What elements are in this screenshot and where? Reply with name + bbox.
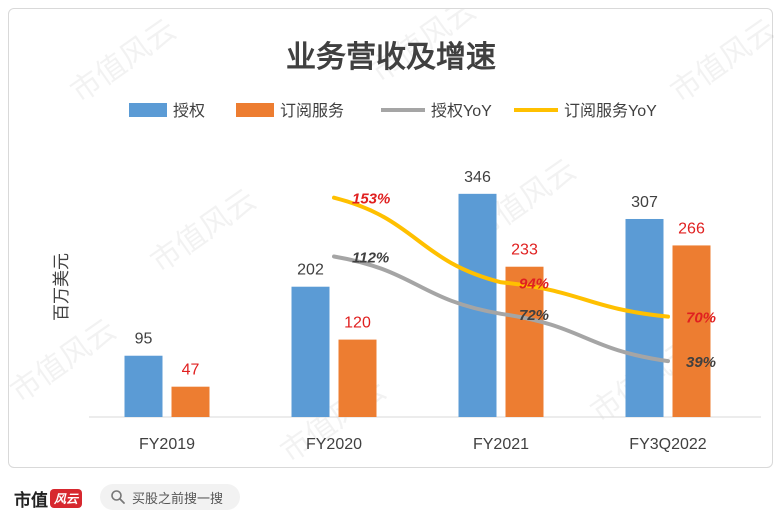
chart-frame: 市值风云市值风云市值风云市值风云市值风云市值风云市值风云市值风云 业务营收及增速… xyxy=(8,8,774,469)
legend-item: 订阅服务 xyxy=(236,102,344,120)
x-tick-labels: FY2019 FY2020 FY2021 FY3Q2022 xyxy=(139,436,707,453)
brand-logo: 市值 风云 xyxy=(14,486,83,510)
legend-swatch xyxy=(129,103,167,117)
legend: 授权 订阅服务 授权YoY 订阅服务YoY xyxy=(129,102,657,120)
bar xyxy=(291,286,330,417)
bar xyxy=(124,355,163,417)
x-tick-label: FY3Q2022 xyxy=(629,436,706,453)
bar-value-label: 202 xyxy=(297,262,324,279)
line-value-label: 72% xyxy=(519,307,549,324)
watermark-text: 市值风云 xyxy=(9,312,123,409)
x-tick-label: FY2021 xyxy=(473,436,529,453)
legend-item: 订阅服务YoY xyxy=(514,102,657,120)
x-tick-label: FY2020 xyxy=(306,436,362,453)
bar xyxy=(505,266,544,417)
bar-value-label: 120 xyxy=(344,315,371,332)
search-box[interactable]: 买股之前搜一搜 xyxy=(100,484,240,510)
line-value-label: 39% xyxy=(686,354,716,371)
chart: 市值风云市值风云市值风云市值风云市值风云市值风云市值风云市值风云 业务营收及增速… xyxy=(9,9,774,469)
legend-swatch xyxy=(236,103,274,117)
x-tick-label: FY2019 xyxy=(139,436,195,453)
legend-label: 授权YoY xyxy=(431,102,492,120)
data-labels: 95 202 346 307 47 120 233 266 112% 72% 39% 153% 94% 7… xyxy=(135,169,716,379)
search-placeholder: 买股之前搜一搜 xyxy=(132,490,224,506)
series-line xyxy=(332,254,670,364)
bar xyxy=(338,339,377,417)
chart-title: 业务营收及增速 xyxy=(286,41,496,74)
bar-value-label: 47 xyxy=(182,362,200,379)
bar-value-label: 95 xyxy=(135,331,153,348)
bar-value-label: 266 xyxy=(678,220,705,237)
watermark-text: 市值风云 xyxy=(664,12,774,109)
bar-value-label: 346 xyxy=(464,169,491,186)
legend-item: 授权YoY xyxy=(381,102,492,120)
lines xyxy=(332,195,670,364)
legend-item: 授权 xyxy=(129,102,205,120)
brand-name: 市值 xyxy=(14,490,48,510)
line-value-label: 70% xyxy=(686,310,716,327)
legend-label: 授权 xyxy=(173,102,205,120)
bar xyxy=(171,386,210,417)
y-axis-label: 百万美元 xyxy=(52,253,71,321)
watermark-text: 市值风云 xyxy=(144,182,262,279)
bar xyxy=(672,245,711,417)
brand-mark: 风云 xyxy=(50,488,83,508)
line-value-label: 112% xyxy=(352,249,389,266)
line-value-label: 94% xyxy=(519,275,549,292)
legend-label: 订阅服务YoY xyxy=(564,102,657,120)
legend-label: 订阅服务 xyxy=(280,102,344,120)
bar xyxy=(625,218,664,417)
footer: 市值 风云 买股之前搜一搜 xyxy=(0,472,783,522)
series-line xyxy=(332,195,670,319)
bar-value-label: 233 xyxy=(511,242,538,259)
line-value-label: 153% xyxy=(352,191,390,208)
search-icon xyxy=(111,490,125,504)
bar-value-label: 307 xyxy=(631,194,658,211)
watermark-text: 市值风云 xyxy=(64,12,182,109)
